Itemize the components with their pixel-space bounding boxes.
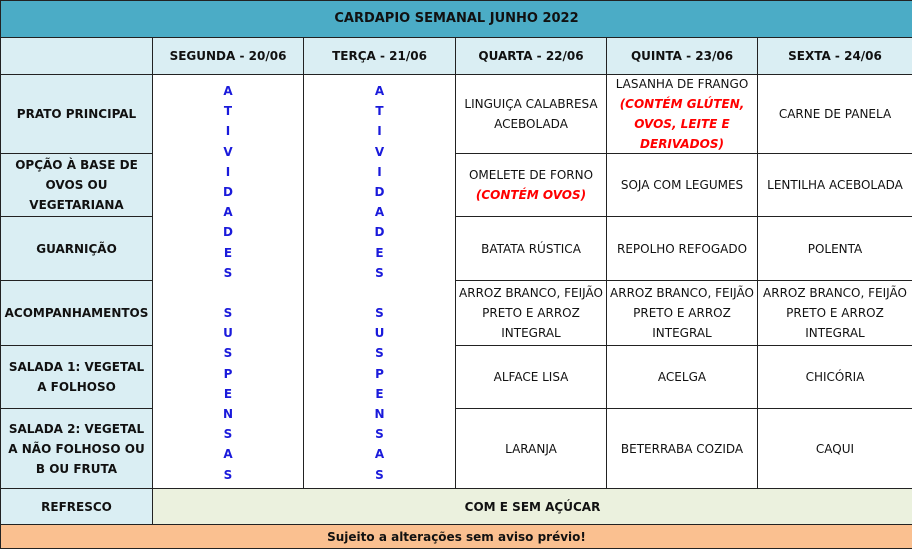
suspended-letter: S [375, 467, 384, 482]
suspended-letter: N [374, 407, 385, 421]
suspended-letter: A [374, 447, 385, 462]
day-header-wednesday: QUARTA - 22/06 [456, 38, 607, 75]
menu-item-cell: LENTILHA ACEBOLADA [758, 154, 912, 217]
suspended-letter: P [375, 366, 384, 381]
row-label: SALADA 1: VEGETAL A FOLHOSO [1, 346, 153, 409]
suspended-letter: S [223, 306, 233, 321]
suspended-letter: E [223, 245, 233, 260]
menu-item-cell: CARNE DE PANELA [758, 75, 912, 154]
menu-item-cell: REPOLHO REFOGADO [607, 217, 758, 281]
suspended-letter: S [223, 346, 233, 361]
menu-item-cell: LINGUIÇA CALABRESA ACEBOLADA [456, 75, 607, 154]
row-label: SALADA 2: VEGETAL A NÃO FOLHOSO OU B OU … [1, 409, 153, 489]
suspended-letter: I [377, 124, 382, 139]
suspended-letter: S [223, 467, 233, 482]
suspended-letter: E [223, 386, 233, 401]
suspended-letter: A [223, 447, 233, 462]
row-label: GUARNIÇÃO [1, 217, 153, 281]
suspended-letter: I [225, 124, 231, 139]
menu-item-cell: CAQUI [758, 409, 912, 489]
menu-item-cell: LASANHA DE FRANGO (CONTÉM GLÚTEN, OVOS, L… [607, 75, 758, 154]
menu-item-text: ARROZ BRANCO, FEIJÃO PRETO E ARROZ INTEG… [610, 286, 754, 340]
day-header-monday: SEGUNDA - 20/06 [153, 38, 304, 75]
refresco-label: REFRESCO [1, 489, 153, 525]
suspended-letter: P [223, 366, 233, 381]
menu-item-text: LINGUIÇA CALABRESA ACEBOLADA [464, 97, 598, 131]
menu-item-text: LASANHA DE FRANGO [615, 77, 749, 91]
suspended-letter: A [374, 84, 385, 98]
day-header-friday: SEXTA - 24/06 [758, 38, 912, 75]
suspended-letter: A [223, 84, 233, 98]
menu-item-cell: SOJA COM LEGUMES [607, 154, 758, 217]
menu-item-cell: BETERRABA COZIDA [607, 409, 758, 489]
suspended-letter: S [375, 427, 384, 442]
suspended-letter: E [375, 245, 384, 260]
menu-title: CARDAPIO SEMANAL JUNHO 2022 [1, 1, 912, 38]
menu-item-text: ALFACE LISA [493, 370, 569, 384]
suspended-letter: T [375, 104, 384, 119]
corner-header [1, 38, 153, 75]
suspended-letter: S [375, 265, 384, 280]
allergen-note: (CONTÉM GLÚTEN, OVOS, LEITE E DERIVADOS) [619, 97, 745, 151]
menu-item-text: BATATA RÚSTICA [481, 241, 581, 256]
menu-item-text: CAQUI [815, 441, 855, 456]
menu-item-cell: POLENTA [758, 217, 912, 281]
suspended-letter: V [374, 144, 385, 159]
suspended-letter: U [223, 326, 233, 341]
row-label: PRATO PRINCIPAL [1, 75, 153, 154]
refresco-value: COM E SEM AÇÚCAR [153, 489, 912, 525]
menu-item-cell: CHICÓRIA [758, 346, 912, 409]
menu-item-text: ARROZ BRANCO, FEIJÃO PRETO E ARROZ INTEG… [459, 286, 603, 340]
menu-item-text: POLENTA [807, 241, 863, 256]
suspended-letter: D [374, 225, 385, 240]
suspended-letter: I [225, 164, 231, 179]
suspended-letter: D [374, 184, 385, 199]
allergen-note: (CONTÉM OVOS) [475, 188, 587, 202]
suspended-letter: S [375, 306, 384, 321]
menu-item-cell: ACELGA [607, 346, 758, 409]
suspended-letter [377, 283, 381, 303]
suspended-letter: E [375, 386, 384, 401]
menu-item-cell: ARROZ BRANCO, FEIJÃO PRETO E ARROZ INTEG… [607, 281, 758, 346]
menu-item-text: LARANJA [505, 441, 557, 456]
suspended-letter: D [223, 184, 233, 199]
menu-item-text: BETERRABA COZIDA [620, 441, 744, 456]
menu-item-text: SOJA COM LEGUMES [620, 178, 744, 192]
menu-item-cell: ALFACE LISA [456, 346, 607, 409]
suspended-letter: A [223, 205, 233, 220]
suspended-letter: D [223, 225, 233, 240]
row-label: OPÇÃO À BASE DE OVOS OU VEGETARIANA [1, 154, 153, 217]
suspended-letter: S [223, 265, 233, 280]
menu-item-cell: ARROZ BRANCO, FEIJÃO PRETO E ARROZ INTEG… [456, 281, 607, 346]
suspended-letter: V [223, 144, 233, 159]
day-header-tuesday: TERÇA - 21/06 [304, 38, 456, 75]
menu-item-text: REPOLHO REFOGADO [616, 241, 748, 256]
footer-notice: Sujeito a alterações sem aviso prévio! [1, 525, 912, 549]
suspended-letter: T [223, 104, 233, 119]
day-header-thursday: QUINTA - 23/06 [607, 38, 758, 75]
menu-item-text: CARNE DE PANELA [778, 107, 892, 121]
suspended-letter: I [377, 164, 382, 179]
suspended-letter [226, 283, 230, 303]
menu-item-text: ACELGA [657, 370, 707, 384]
row-label: ACOMPANHAMENTOS [1, 281, 153, 346]
menu-item-cell: BATATA RÚSTICA [456, 217, 607, 281]
menu-item-text: CHICÓRIA [805, 370, 865, 384]
menu-item-text: OMELETE DE FORNO [468, 168, 594, 182]
suspended-letter: A [374, 205, 385, 220]
menu-item-text: ARROZ BRANCO, FEIJÃO PRETO E ARROZ INTEG… [763, 286, 907, 340]
suspended-letter: S [375, 346, 384, 361]
menu-item-cell: LARANJA [456, 409, 607, 489]
menu-item-cell: OMELETE DE FORNO (CONTÉM OVOS) [456, 154, 607, 217]
menu-item-cell: ARROZ BRANCO, FEIJÃO PRETO E ARROZ INTEG… [758, 281, 912, 346]
menu-item-text: LENTILHA ACEBOLADA [767, 178, 903, 192]
suspended-letter: U [374, 326, 385, 341]
suspended-letter: S [223, 427, 233, 442]
suspended-letter: N [222, 407, 234, 421]
